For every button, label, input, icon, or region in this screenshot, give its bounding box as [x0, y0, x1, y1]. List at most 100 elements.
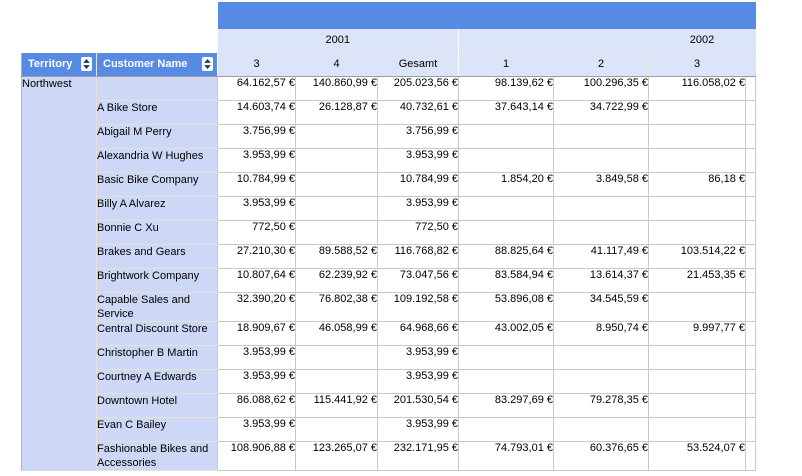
customer-cell: Downtown Hotel — [96, 393, 218, 418]
spacer-cell — [745, 76, 756, 101]
value-cell — [458, 124, 554, 149]
value-cell: 37.643,14 € — [458, 100, 554, 125]
month-column-header-gesamt: Gesamt — [377, 52, 459, 77]
spacer-cell — [745, 292, 756, 322]
top-band-row — [22, 2, 756, 29]
value-cell: 46.058,99 € — [295, 321, 378, 346]
table-row: Brightwork Company 10.807,64 € 62.239,92… — [22, 268, 756, 293]
corner-spacer — [22, 2, 218, 29]
value-cell: 98.139,62 € — [458, 76, 554, 101]
sort-toggle-icon[interactable] — [81, 57, 92, 72]
value-cell: 60.376,65 € — [553, 441, 649, 471]
value-cell — [295, 148, 378, 173]
value-cell — [295, 345, 378, 370]
table-row: Northwest 64.162,57 € 140.860,99 € 205.0… — [21, 76, 756, 471]
value-cell: 86.088,62 € — [217, 393, 296, 418]
value-cell — [458, 417, 554, 442]
month-column-header-2001-4: 4 — [295, 52, 378, 77]
customer-cell: Courtney A Edwards — [96, 369, 218, 394]
customer-cell: Abigail M Perry — [96, 124, 218, 149]
value-cell: 62.239,92 € — [295, 268, 378, 293]
customer-cell: Bonnie C Xu — [96, 220, 218, 245]
value-cell — [295, 172, 378, 197]
value-cell — [458, 196, 554, 221]
column-header-row: Territory Customer Name 3 4 — [21, 52, 756, 77]
value-cell: 76.802,38 € — [295, 292, 378, 322]
value-cell: 3.953,99 € — [217, 369, 296, 394]
value-cell: 3.953,99 € — [377, 417, 459, 442]
value-cell — [295, 124, 378, 149]
territory-column-header[interactable]: Territory — [21, 52, 97, 77]
value-cell — [553, 148, 649, 173]
table-row: A Bike Store 14.603,74 € 26.128,87 € 40.… — [22, 100, 756, 125]
value-cell: 123.265,07 € — [295, 441, 378, 471]
month-column-header-2002-2: 2 — [553, 52, 649, 77]
value-cell: 53.524,07 € — [648, 441, 746, 471]
value-cell: 103.514,22 € — [648, 244, 746, 269]
value-cell: 3.953,99 € — [377, 148, 459, 173]
table-body: Northwest 64.162,57 € 140.860,99 € 205.0… — [21, 76, 756, 471]
value-cell — [553, 417, 649, 442]
value-cell: 3.953,99 € — [377, 196, 459, 221]
value-cell — [553, 369, 649, 394]
value-cell — [553, 220, 649, 245]
customer-cell: Billy A Alvarez — [96, 196, 218, 221]
value-cell: 83.584,94 € — [458, 268, 554, 293]
value-cell: 8.950,74 € — [553, 321, 649, 346]
value-cell: 116.058,02 € — [648, 76, 746, 101]
table-row: Downtown Hotel 86.088,62 € 115.441,92 € … — [22, 393, 756, 418]
territory-cell: Northwest — [21, 76, 97, 471]
value-cell: 13.614,37 € — [553, 268, 649, 293]
value-cell: 140.860,99 € — [295, 76, 378, 101]
value-cell: 3.953,99 € — [217, 345, 296, 370]
value-cell: 74.793,01 € — [458, 441, 554, 471]
value-cell: 1.854,20 € — [458, 172, 554, 197]
corner-spacer — [22, 29, 218, 53]
sort-toggle-icon[interactable] — [202, 57, 213, 72]
value-cell: 86,18 € — [648, 172, 746, 197]
table-row: Brakes and Gears 27.210,30 € 89.588,52 €… — [22, 244, 756, 269]
value-cell: 116.768,82 € — [377, 244, 459, 269]
value-cell: 109.192,58 € — [377, 292, 459, 322]
value-cell — [553, 345, 649, 370]
value-cell — [648, 369, 746, 394]
table-row: Abigail M Perry 3.756,99 € 3.756,99 € — [22, 124, 756, 149]
spacer-cell — [745, 100, 756, 125]
value-cell: 772,50 € — [217, 220, 296, 245]
customer-cell: Capable Sales and Service — [96, 292, 218, 322]
spacer-cell — [745, 196, 756, 221]
table-row: Courtney A Edwards 3.953,99 € 3.953,99 € — [22, 369, 756, 394]
table-row: Basic Bike Company 10.784,99 € 10.784,99… — [22, 172, 756, 197]
spacer-cell — [745, 172, 756, 197]
value-cell: 53.896,08 € — [458, 292, 554, 322]
customer-cell: Brakes and Gears — [96, 244, 218, 269]
value-cell: 34.722,99 € — [553, 100, 649, 125]
value-cell — [648, 292, 746, 322]
spacer-cell — [745, 441, 756, 471]
month-column-header-2001-3: 3 — [217, 52, 296, 77]
table-row: Capable Sales and Service 32.390,20 € 76… — [22, 292, 756, 322]
value-cell — [648, 393, 746, 418]
value-cell: 3.953,99 € — [377, 345, 459, 370]
customer-name-column-label: Customer Name — [103, 58, 188, 71]
year-header-row: 2001 2002 — [22, 29, 756, 53]
value-cell — [553, 124, 649, 149]
value-cell — [648, 220, 746, 245]
value-cell: 10.784,99 € — [377, 172, 459, 197]
title-band — [217, 2, 756, 29]
value-cell — [295, 369, 378, 394]
spacer-cell — [745, 220, 756, 245]
table-row: Fashionable Bikes and Accessories 108.90… — [22, 441, 756, 471]
customer-name-column-header[interactable]: Customer Name — [96, 52, 218, 77]
table-row: Bonnie C Xu 772,50 € 772,50 € — [22, 220, 756, 245]
value-cell — [458, 220, 554, 245]
spacer-cell — [745, 369, 756, 394]
spacer-cell — [745, 321, 756, 346]
value-cell: 79.278,35 € — [553, 393, 649, 418]
value-cell — [553, 196, 649, 221]
value-cell: 3.953,99 € — [217, 417, 296, 442]
spacer-cell — [745, 148, 756, 173]
value-cell: 115.441,92 € — [295, 393, 378, 418]
customer-cell: Brightwork Company — [96, 268, 218, 293]
pivot-table: 2001 2002 Territory Customer Name — [21, 2, 756, 471]
